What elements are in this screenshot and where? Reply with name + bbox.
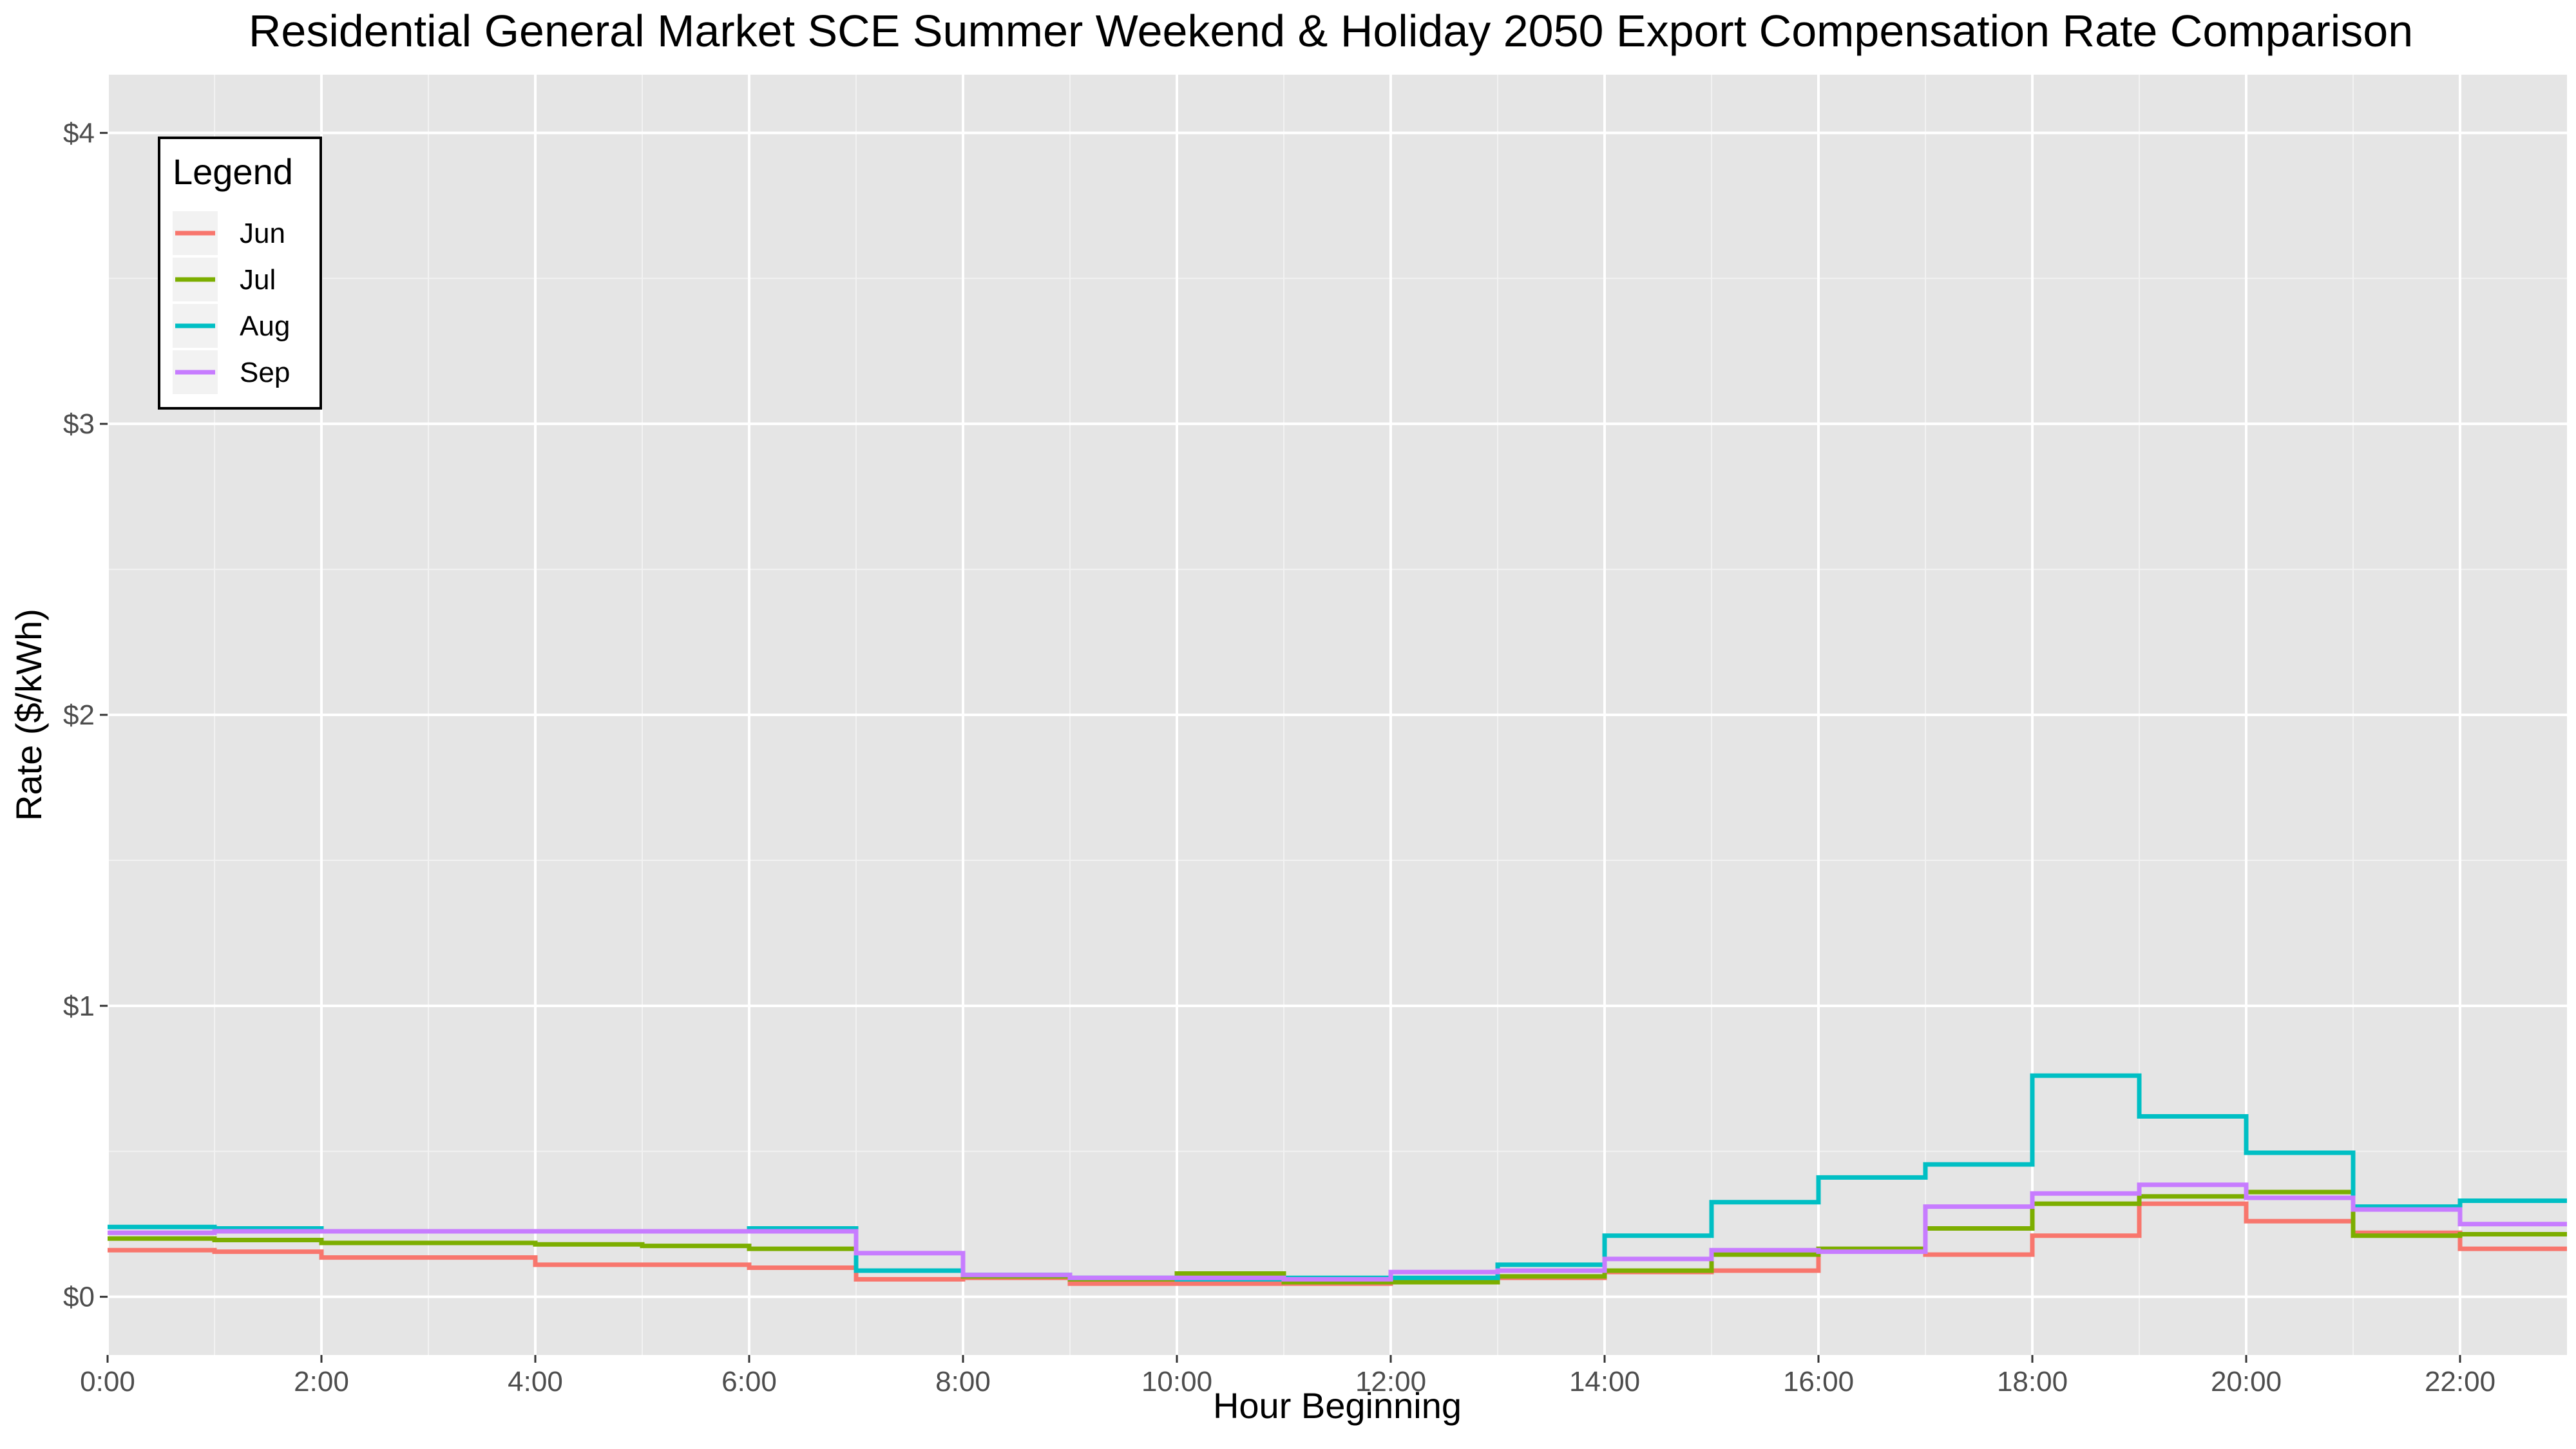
x-tick-label: 20:00	[2211, 1366, 2282, 1397]
x-tick-label: 16:00	[1783, 1366, 1854, 1397]
x-tick-label: 6:00	[721, 1366, 777, 1397]
y-axis: $0 $1 $2 $3 $4	[63, 117, 108, 1313]
x-tick-label: 10:00	[1141, 1366, 1212, 1397]
legend-items: Jun Jul Aug Sep	[173, 211, 290, 394]
y-tick-label: $4	[63, 117, 95, 149]
x-axis: 0:00 2:00 4:00 6:00 8:00 10:00 12:00 14:00 16:00…	[80, 1355, 2495, 1397]
y-tick-label: $3	[63, 408, 95, 440]
legend: Legend Jun Jul Aug Sep	[158, 137, 322, 410]
series-line-jul	[108, 1189, 2567, 1285]
x-tick-label: 2:00	[294, 1366, 349, 1397]
y-tick-label: $2	[63, 699, 95, 731]
x-tick-label: 22:00	[2425, 1366, 2495, 1397]
series-line-sep	[108, 1182, 2567, 1282]
legend-label-sep: Sep	[240, 357, 290, 388]
legend-label-jun: Jun	[240, 218, 285, 249]
legend-label-aug: Aug	[240, 310, 290, 342]
legend-label-jul: Jul	[240, 264, 276, 296]
chart-title: Residential General Market SCE Summer We…	[249, 6, 2413, 56]
x-tick-label: 14:00	[1569, 1366, 1640, 1397]
x-tick-label: 0:00	[80, 1366, 135, 1397]
y-tick-label: $1	[63, 990, 95, 1022]
x-tick-label: 12:00	[1355, 1366, 1426, 1397]
x-tick-label: 4:00	[508, 1366, 563, 1397]
y-tick-label: $0	[63, 1282, 95, 1313]
x-tick-label: 18:00	[1997, 1366, 2068, 1397]
y-axis-title: Rate ($/kWh)	[8, 609, 49, 821]
x-tick-label: 8:00	[935, 1366, 991, 1397]
series-layer	[108, 1073, 2567, 1286]
x-axis-title: Hour Beginning	[1213, 1385, 1462, 1426]
legend-title: Legend	[173, 151, 293, 192]
